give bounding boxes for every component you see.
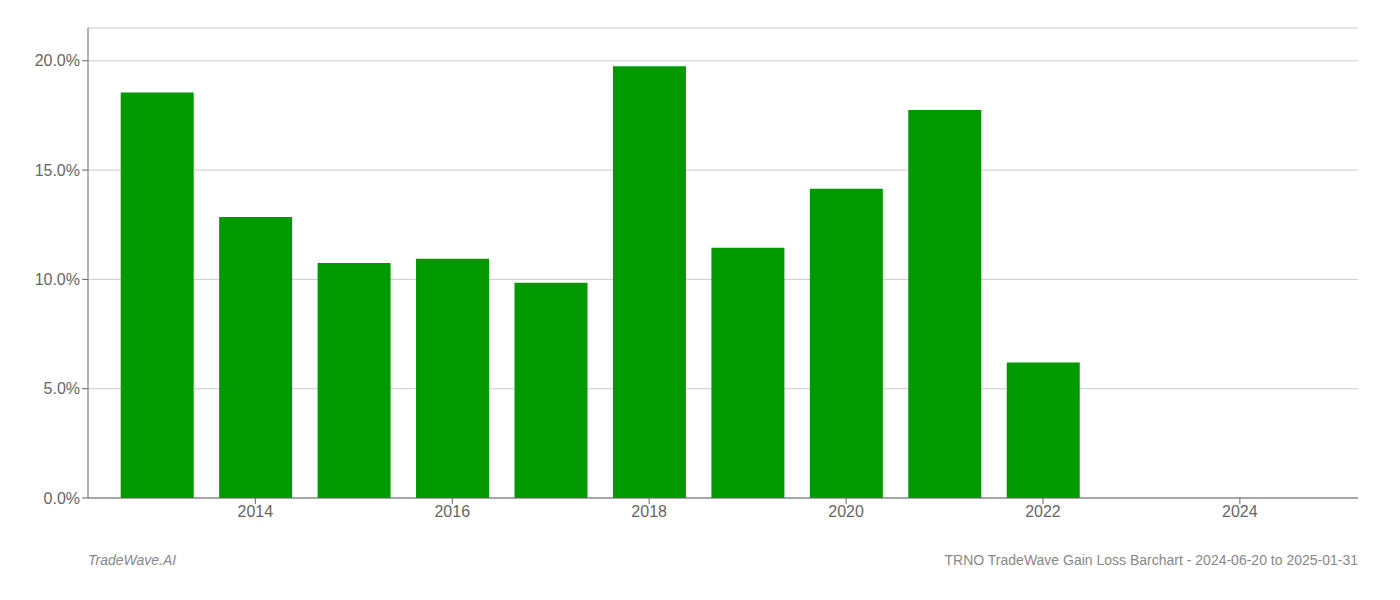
svg-text:2018: 2018 xyxy=(631,503,667,520)
svg-text:2024: 2024 xyxy=(1222,503,1258,520)
svg-text:2014: 2014 xyxy=(238,503,274,520)
svg-text:5.0%: 5.0% xyxy=(44,380,80,397)
svg-text:20.0%: 20.0% xyxy=(35,52,80,69)
html-text:TRNO TradeWave Gain Loss Barch: TRNO TradeWave Gain Loss Barchart - 2024… xyxy=(944,552,1358,568)
svg-text:15.0%: 15.0% xyxy=(35,162,80,179)
svg-text:0.0%: 0.0% xyxy=(44,490,80,507)
svg-text:2020: 2020 xyxy=(828,503,864,520)
svg-text:2022: 2022 xyxy=(1025,503,1061,520)
svg-text:2016: 2016 xyxy=(434,503,470,520)
html-text:TradeWave.AI: TradeWave.AI xyxy=(88,552,177,568)
svg-text:10.0%: 10.0% xyxy=(35,271,80,288)
